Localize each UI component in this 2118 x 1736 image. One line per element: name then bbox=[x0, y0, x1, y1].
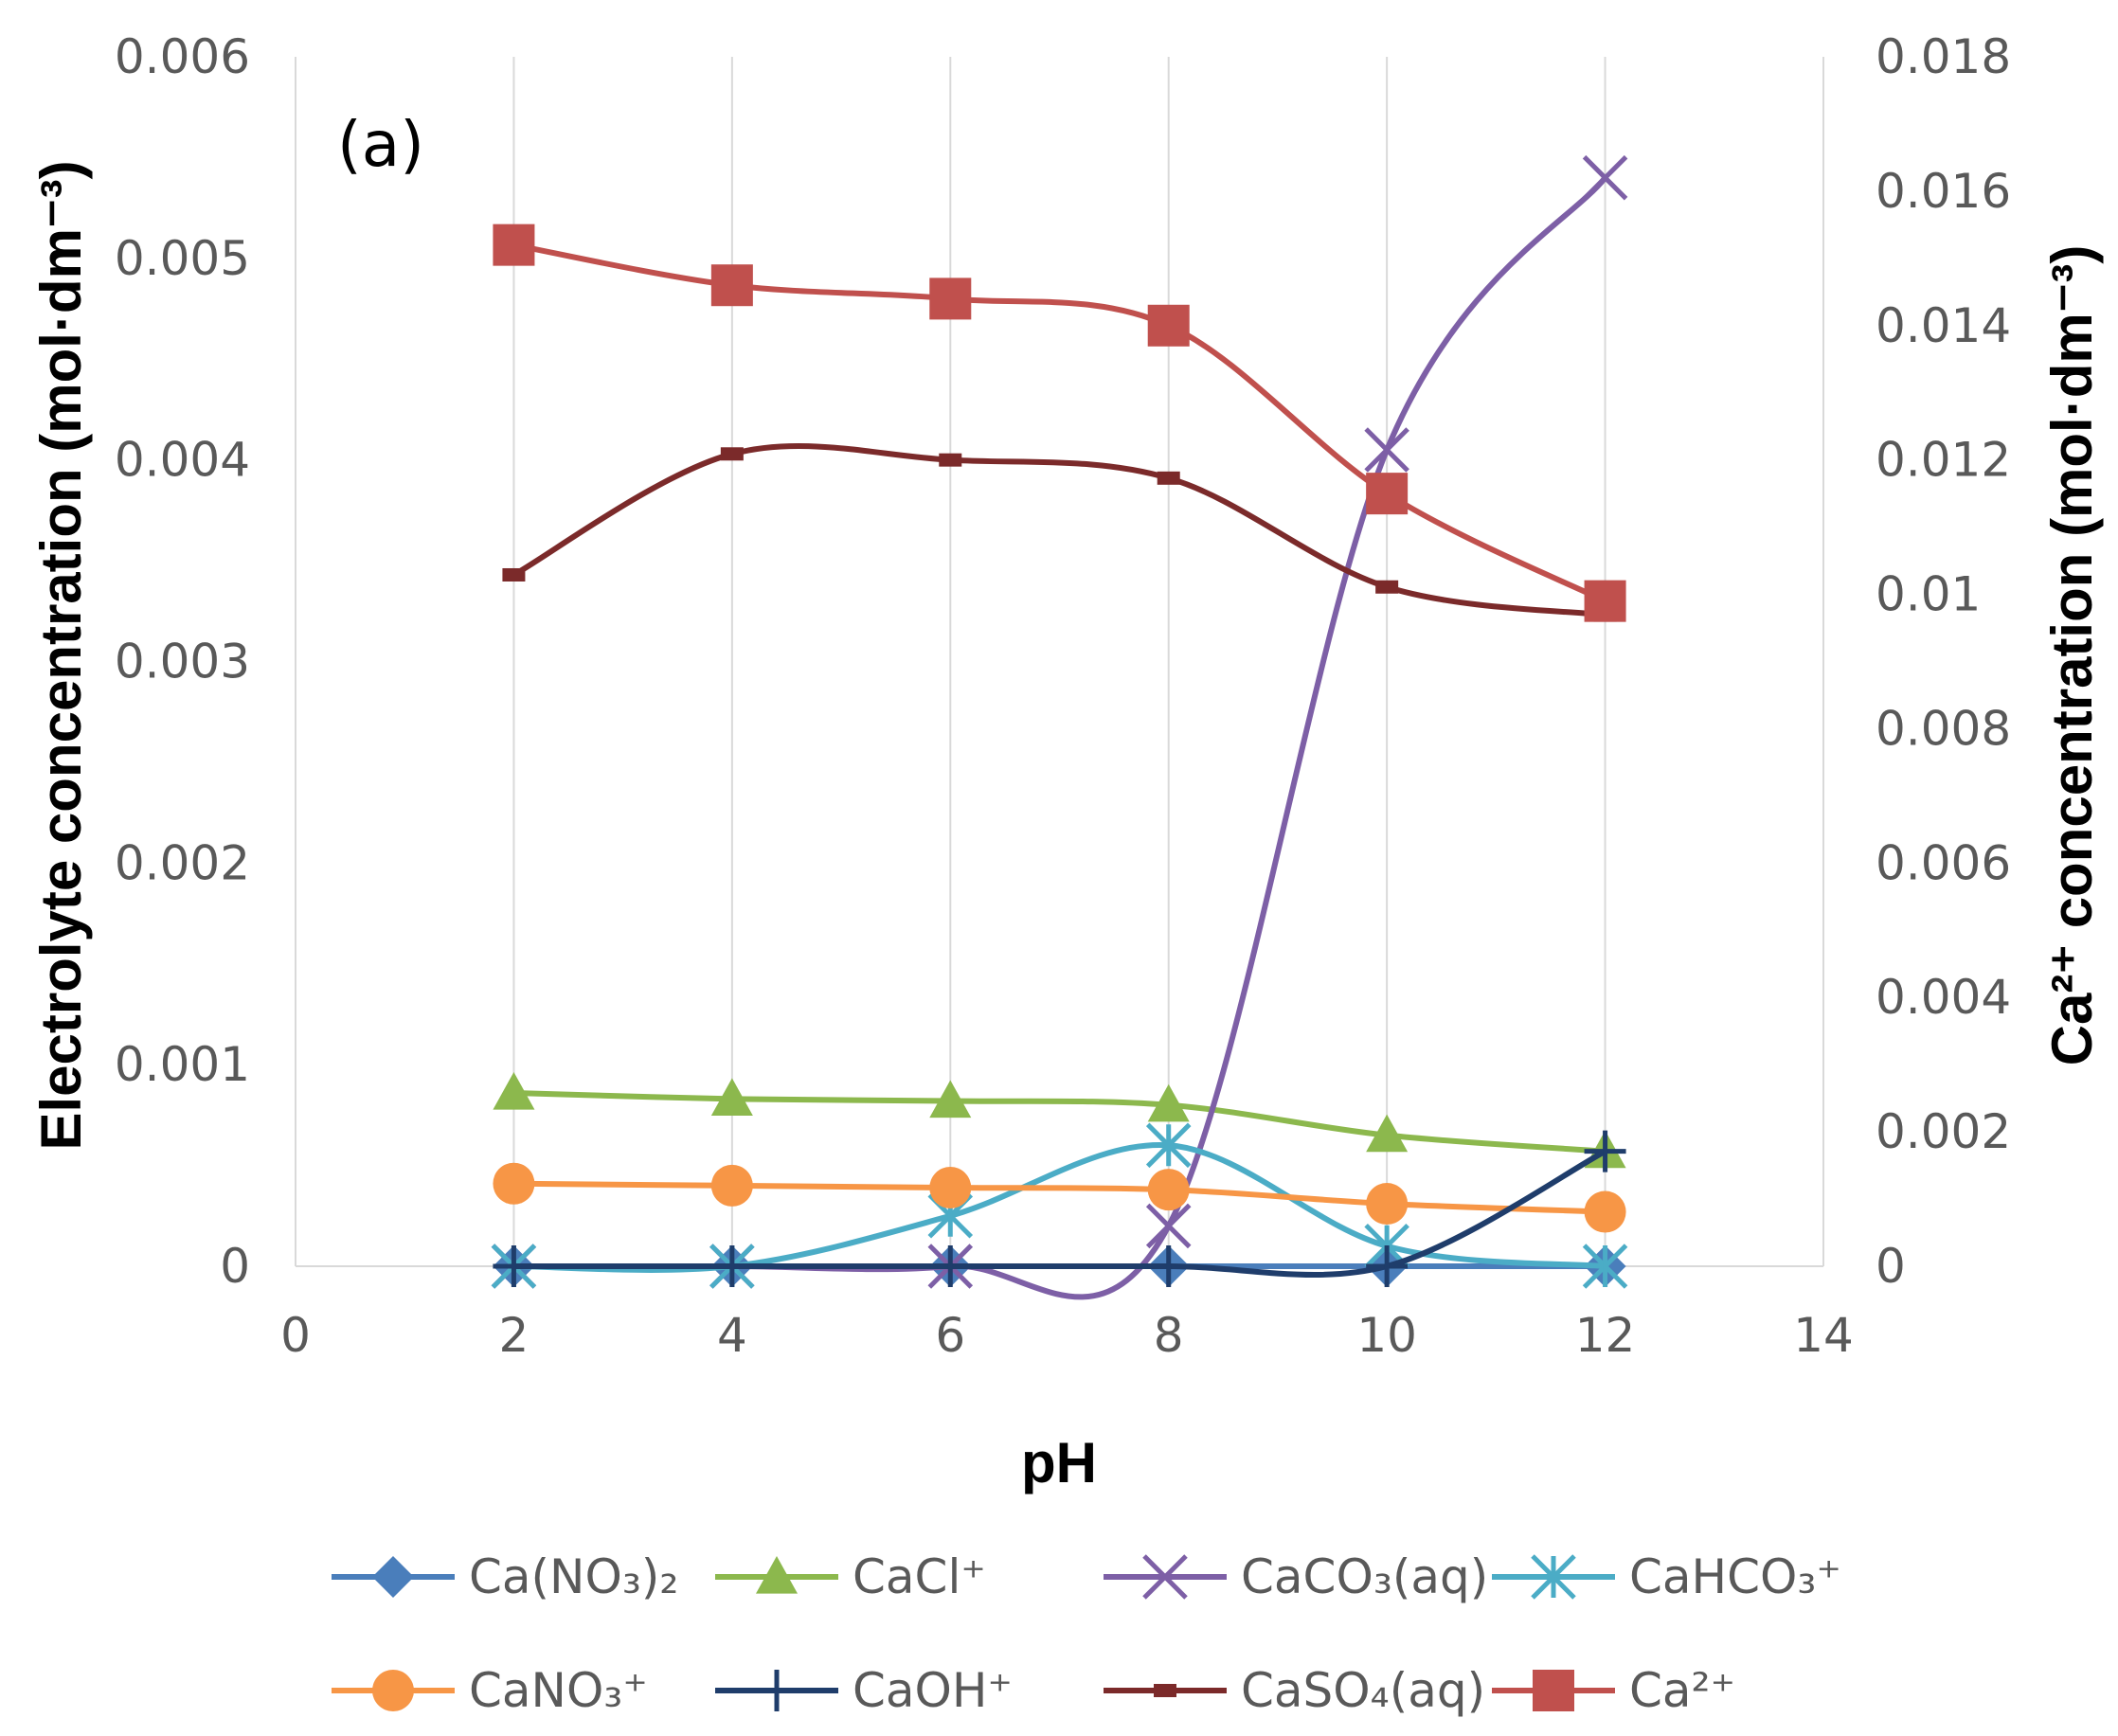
x-tick-label: 10 bbox=[1356, 1308, 1417, 1363]
data-point bbox=[1366, 1245, 1409, 1287]
data-point bbox=[939, 453, 962, 467]
data-point bbox=[1584, 580, 1626, 622]
data-point bbox=[1584, 1190, 1626, 1233]
legend-marker bbox=[372, 1670, 414, 1711]
legend-label: CaSO₄(aq) bbox=[1241, 1663, 1485, 1718]
legend-marker bbox=[1531, 1554, 1576, 1600]
data-point bbox=[710, 1245, 753, 1287]
legend-label: CaCO₃(aq) bbox=[1241, 1549, 1488, 1604]
data-point bbox=[1364, 427, 1409, 473]
data-point bbox=[710, 1078, 753, 1116]
data-point bbox=[929, 1080, 972, 1119]
y-right-tick-label: 0.002 bbox=[1876, 1104, 2011, 1159]
legend-item: Ca(NO₃)₂ bbox=[332, 1549, 678, 1604]
data-point bbox=[1366, 473, 1409, 515]
legend-item: CaOH⁺ bbox=[715, 1663, 1013, 1718]
y-right-tick-label: 0.012 bbox=[1876, 433, 2011, 488]
legend-marker bbox=[1533, 1670, 1574, 1711]
series-line bbox=[512, 242, 1606, 604]
data-point bbox=[493, 224, 535, 266]
series-CaOH+ bbox=[493, 1130, 1626, 1287]
y-left-tick-label: 0.002 bbox=[115, 835, 250, 890]
data-point bbox=[1147, 1245, 1190, 1287]
legend-label: Ca(NO₃)₂ bbox=[469, 1549, 678, 1604]
y-right-tick-label: 0.008 bbox=[1876, 701, 2011, 756]
legend-marker bbox=[1142, 1554, 1188, 1600]
y-right-tick-label: 0 bbox=[1876, 1239, 1906, 1294]
y-right-tick-label: 0.01 bbox=[1876, 567, 1981, 622]
x-tick-label: 6 bbox=[935, 1308, 965, 1363]
x-tick-label: 14 bbox=[1793, 1308, 1854, 1363]
data-point bbox=[1366, 1183, 1409, 1226]
data-point bbox=[1145, 1122, 1192, 1169]
data-point bbox=[1147, 1169, 1190, 1211]
y-left-tick-label: 0.005 bbox=[115, 231, 250, 286]
x-tick-label: 12 bbox=[1575, 1308, 1636, 1363]
legend-label: Ca²⁺ bbox=[1629, 1663, 1735, 1718]
y-right-tick-label: 0.006 bbox=[1876, 835, 2011, 890]
x-tick-label: 2 bbox=[499, 1308, 530, 1363]
y-right-axis-title: Ca²⁺ concentration (mol·dm⁻³) bbox=[2040, 245, 2104, 1066]
data-point bbox=[929, 1245, 972, 1287]
data-point bbox=[1366, 1114, 1409, 1153]
y-right-tick-label: 0.018 bbox=[1876, 29, 2011, 84]
y-left-tick-label: 0 bbox=[220, 1239, 250, 1294]
y-right-tick-label: 0.004 bbox=[1876, 970, 2011, 1025]
data-point bbox=[929, 1166, 972, 1208]
panel-label: (a) bbox=[337, 108, 424, 181]
legend-item: CaHCO₃⁺ bbox=[1492, 1549, 1841, 1604]
y-right-tick-label: 0.014 bbox=[1876, 298, 2011, 353]
data-point bbox=[929, 277, 972, 320]
legend-label: CaNO₃⁺ bbox=[469, 1663, 648, 1718]
legend-item: CaCO₃(aq) bbox=[1104, 1549, 1488, 1604]
x-tick-label: 8 bbox=[1154, 1308, 1184, 1363]
y-right-tick-label: 0.016 bbox=[1876, 164, 2011, 219]
series-line bbox=[513, 1089, 1606, 1154]
data-point bbox=[1147, 304, 1190, 347]
series-layer bbox=[491, 154, 1628, 1300]
x-tick-label: 0 bbox=[280, 1308, 311, 1363]
y-left-tick-label: 0.004 bbox=[115, 433, 250, 488]
legend-item: CaSO₄(aq) bbox=[1104, 1663, 1485, 1718]
y-left-tick-label: 0.003 bbox=[115, 635, 250, 689]
data-point bbox=[1582, 154, 1628, 201]
series-line bbox=[513, 1180, 1606, 1215]
data-point bbox=[710, 264, 753, 307]
legend: Ca(NO₃)₂ CaCl⁺ CaCO₃(aq) CaHCO₃⁺ CaNO₃⁺ CaOH⁺… bbox=[332, 1549, 1841, 1718]
data-point bbox=[1375, 580, 1399, 594]
data-point bbox=[493, 1071, 535, 1110]
series-Ca2+ bbox=[493, 224, 1626, 622]
ticks: 0 2 4 6 8 10 12 14 0 0.001 0.002 0.003 0.004 0.005 0.0… bbox=[115, 29, 2011, 1363]
legend-marker bbox=[372, 1556, 414, 1598]
data-point bbox=[1157, 471, 1180, 485]
data-point bbox=[1582, 1244, 1628, 1289]
y-left-tick-label: 0.001 bbox=[115, 1037, 250, 1092]
legend-label: CaHCO₃⁺ bbox=[1629, 1549, 1841, 1604]
legend-item: CaCl⁺ bbox=[715, 1549, 986, 1604]
series-CaNO3+ bbox=[493, 1162, 1626, 1233]
legend-marker bbox=[756, 1670, 798, 1711]
legend-marker bbox=[756, 1556, 798, 1594]
legend-marker bbox=[1154, 1684, 1176, 1697]
legend-item: Ca²⁺ bbox=[1492, 1663, 1735, 1718]
x-tick-label: 4 bbox=[717, 1308, 747, 1363]
y-left-axis-title: Electrolyte concentration (mol·dm⁻³) bbox=[29, 160, 93, 1150]
data-point bbox=[493, 1162, 535, 1205]
data-point bbox=[1147, 1083, 1190, 1122]
x-axis-title: pH bbox=[1021, 1431, 1097, 1494]
series-line bbox=[513, 1149, 1606, 1278]
series-line bbox=[512, 442, 1606, 618]
legend-item: CaNO₃⁺ bbox=[332, 1663, 648, 1718]
data-point bbox=[720, 447, 744, 461]
legend-label: CaOH⁺ bbox=[853, 1663, 1013, 1718]
legend-label: CaCl⁺ bbox=[853, 1549, 986, 1604]
data-point bbox=[710, 1164, 753, 1207]
data-point bbox=[1584, 1130, 1626, 1172]
y-left-tick-label: 0.006 bbox=[115, 29, 250, 84]
data-point bbox=[502, 567, 526, 582]
data-point bbox=[493, 1245, 535, 1287]
data-point bbox=[1145, 1203, 1192, 1249]
